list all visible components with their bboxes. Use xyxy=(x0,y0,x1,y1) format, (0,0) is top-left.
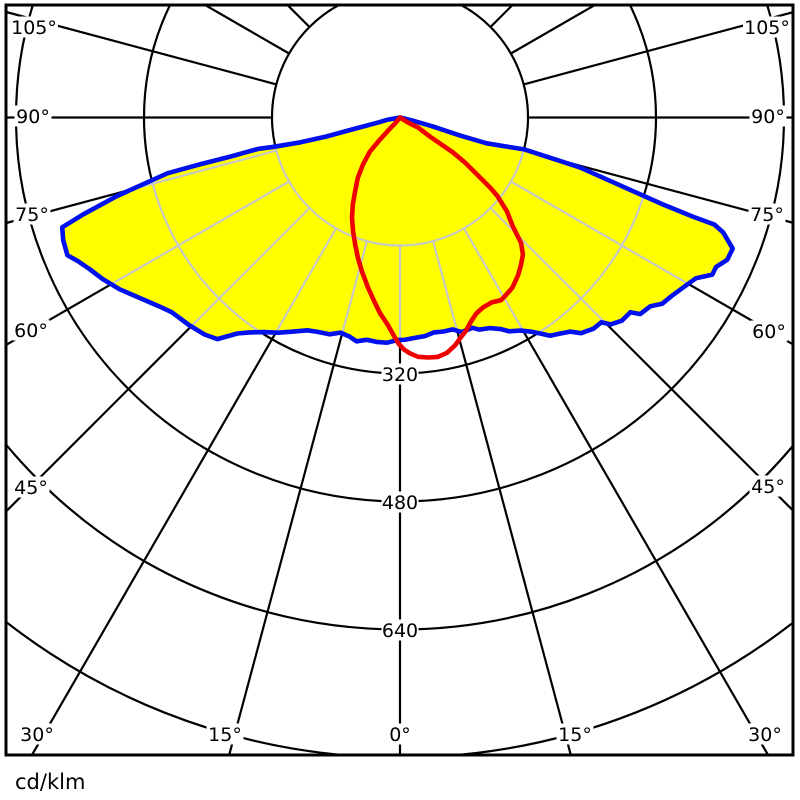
ring-value-label-2-bg xyxy=(381,619,419,641)
angle-label-0-bg xyxy=(10,16,58,38)
angle-label-2: 75° xyxy=(15,204,49,226)
angle-label-8-bg xyxy=(556,723,594,745)
angle-label-3-bg xyxy=(12,319,50,341)
axis-labels: 105° 90° 75° 60° 45° 30° 15° 0° 15° 30° 45° 60° 75° 9… xyxy=(10,16,791,746)
angle-label-10-bg xyxy=(749,475,787,497)
angle-label-14: 105° xyxy=(744,17,790,39)
grid-spoke--60deg xyxy=(62,180,290,343)
grid-spoke-75deg xyxy=(523,149,793,224)
unit-label: cd/klm xyxy=(15,770,85,794)
angle-label-11: 60° xyxy=(752,321,786,343)
grid-spoke-15deg xyxy=(432,240,572,755)
angle-label-6: 15° xyxy=(208,724,242,746)
angle-label-6-bg xyxy=(206,723,244,745)
angle-label-12: 75° xyxy=(750,204,784,226)
grid-spoke--105deg xyxy=(0,0,276,84)
grid-spoke-105deg xyxy=(523,11,793,86)
angle-label-4: 45° xyxy=(14,477,48,499)
angle-label-12-bg xyxy=(748,203,786,225)
angle-label-9: 30° xyxy=(748,724,782,746)
ring-value-label-1: 480 xyxy=(382,492,418,514)
angle-label-13: 90° xyxy=(751,106,785,128)
angle-label-8: 15° xyxy=(558,724,592,746)
angle-label-1: 90° xyxy=(16,106,50,128)
blue-curve xyxy=(59,115,735,345)
angle-label-5-bg xyxy=(18,723,56,745)
red-curve xyxy=(349,115,526,360)
grid-spoke--30deg xyxy=(30,227,337,755)
ring-value-label-0-bg xyxy=(381,363,419,385)
angle-label-5: 30° xyxy=(20,724,54,746)
angle-label-10: 45° xyxy=(751,476,785,498)
angle-label-11-bg xyxy=(750,320,788,342)
ring-value-label-0: 320 xyxy=(382,364,418,386)
grid-spoke-105deg xyxy=(524,0,800,84)
grid-spoke--75deg xyxy=(6,149,277,225)
angle-label-4-bg xyxy=(12,476,50,498)
angle-label-7-bg xyxy=(387,723,413,745)
angle-label-3: 60° xyxy=(14,320,48,342)
distribution-curves xyxy=(59,115,735,360)
grid-spoke-30deg xyxy=(463,227,770,755)
angle-label-9-bg xyxy=(746,723,784,745)
angle-label-14-bg xyxy=(743,16,791,38)
ring-value-label-1-bg xyxy=(381,491,419,513)
angle-label-7: 0° xyxy=(389,724,411,746)
ring-value-label-2: 640 xyxy=(382,620,418,642)
grid-spoke--15deg xyxy=(228,240,368,755)
grid-spoke--105deg xyxy=(6,10,277,86)
angle-label-0: 105° xyxy=(11,17,57,39)
grid-spoke-60deg xyxy=(510,180,733,343)
angle-label-13-bg xyxy=(749,105,787,127)
plot-border xyxy=(4,3,795,757)
angle-label-1-bg xyxy=(14,105,52,127)
angle-label-2-bg xyxy=(13,203,51,225)
